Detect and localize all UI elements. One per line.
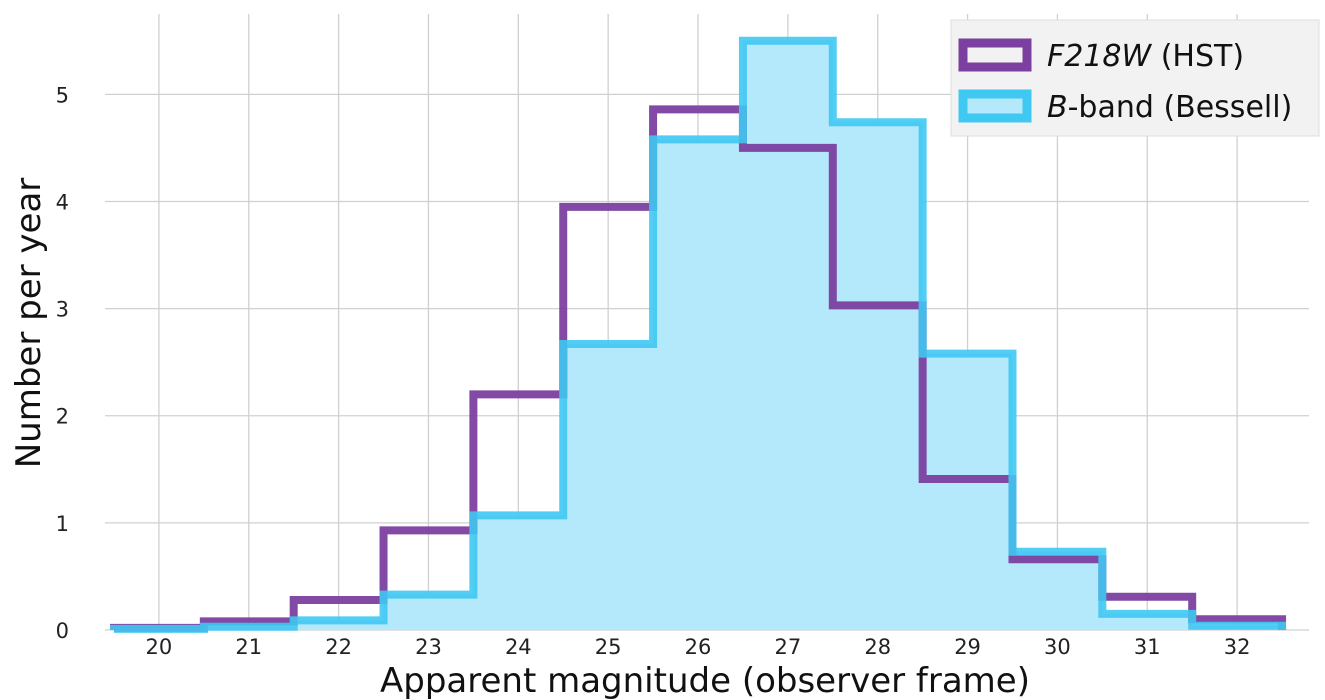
legend-label-b-band: B-band (Bessell)	[1047, 90, 1292, 125]
y-tick-label: 2	[56, 405, 69, 429]
x-tick-label: 20	[146, 635, 173, 659]
y-axis-label: Number per year	[9, 178, 49, 469]
x-tick-label: 27	[774, 635, 801, 659]
b-band-step-line	[109, 36, 1287, 633]
x-tick-label: 31	[1134, 635, 1161, 659]
x-tick-label: 30	[1044, 635, 1071, 659]
x-tick-label: 24	[505, 635, 532, 659]
x-tick-label: 25	[595, 635, 622, 659]
y-tick-label: 3	[56, 298, 69, 322]
legend-swatch-f218w	[958, 38, 1032, 72]
y-tick-label: 1	[56, 512, 69, 536]
line-layer	[109, 36, 1287, 633]
x-tick-label: 23	[415, 635, 442, 659]
x-tick-label: 21	[235, 635, 262, 659]
x-tick-labels: 20 21 22 23 24 25 26 27 28 29 30 31 32	[146, 635, 1251, 659]
y-tick-labels: 0 1 2 3 4 5	[56, 83, 69, 643]
y-tick-label: 5	[56, 83, 69, 107]
legend-swatch-b-band	[958, 89, 1032, 123]
x-tick-label: 28	[864, 635, 891, 659]
x-axis-label: Apparent magnitude (observer frame)	[380, 661, 1030, 700]
x-tick-label: 26	[685, 635, 712, 659]
legend-label-f218w: F218W (HST)	[1047, 39, 1244, 74]
x-tick-label: 22	[325, 635, 352, 659]
legend: F218W (HST) B-band (Bessell)	[950, 19, 1320, 137]
x-tick-label: 29	[954, 635, 981, 659]
x-tick-label: 32	[1224, 635, 1251, 659]
y-tick-label: 4	[56, 190, 69, 214]
y-tick-label: 0	[56, 619, 69, 643]
